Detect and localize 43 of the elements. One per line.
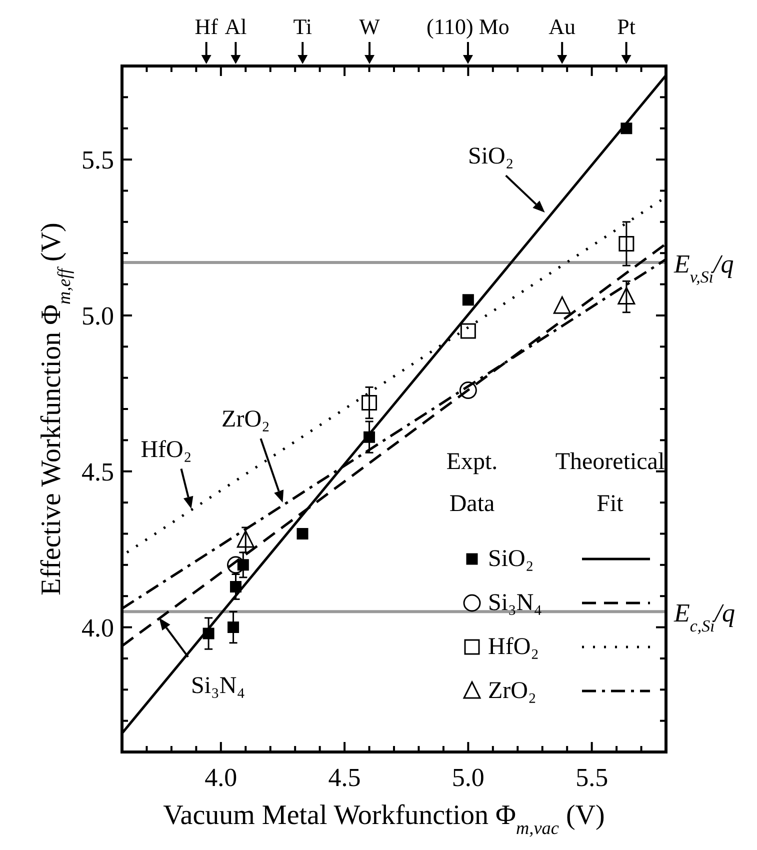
text: Pt (617, 14, 636, 39)
annotation: ZrO₂ (222, 406, 270, 433)
point (460, 323, 476, 339)
text: W (359, 14, 380, 39)
x-tick-label: 4.5 (328, 763, 361, 792)
point (459, 382, 477, 400)
point (362, 395, 378, 411)
text: Hf (194, 14, 219, 39)
y-tick-label: 5.5 (82, 146, 114, 175)
x-axis-title: Vacuum Metal Workfunction Φ$_{m,vac}$ (V) (163, 800, 605, 838)
legend-label: SiO₂ (488, 546, 534, 572)
point (620, 122, 632, 134)
annotation: HfO₂ (140, 436, 192, 463)
point (364, 431, 376, 443)
point (236, 530, 254, 548)
legend-label: Si₃N₄ (488, 590, 542, 616)
legend-label: ZrO₂ (488, 678, 536, 704)
point (202, 628, 214, 640)
point (296, 528, 308, 540)
text: Al (224, 14, 247, 39)
annotation: Si₃N₄ (191, 672, 246, 699)
y-tick-label: 4.5 (82, 457, 114, 486)
annotation: Theoretical Fit (555, 449, 665, 517)
annotation: SiO₂ (468, 144, 514, 170)
point (553, 296, 571, 314)
ref-line-label: E$_{c,Si}$/q (673, 598, 735, 636)
annotation: Expt. Data (446, 449, 498, 517)
legend-label: HfO₂ (488, 634, 540, 660)
point (618, 286, 636, 304)
text: Au (548, 14, 576, 39)
x-tick-label: 4.0 (204, 763, 238, 792)
ref-line-label: E$_{v,Si}$/q (673, 249, 734, 286)
y-tick-label: 4.0 (82, 613, 114, 642)
text: Ti (293, 14, 312, 39)
point (618, 236, 634, 252)
point (462, 294, 474, 306)
x-tick-label: 5.0 (452, 763, 484, 792)
text: (110) Mo (426, 14, 510, 39)
point (230, 580, 242, 592)
point (226, 556, 244, 574)
x-tick-label: 5.5 (576, 763, 608, 792)
point (228, 622, 240, 634)
y-tick-label: 5.0 (82, 301, 114, 330)
